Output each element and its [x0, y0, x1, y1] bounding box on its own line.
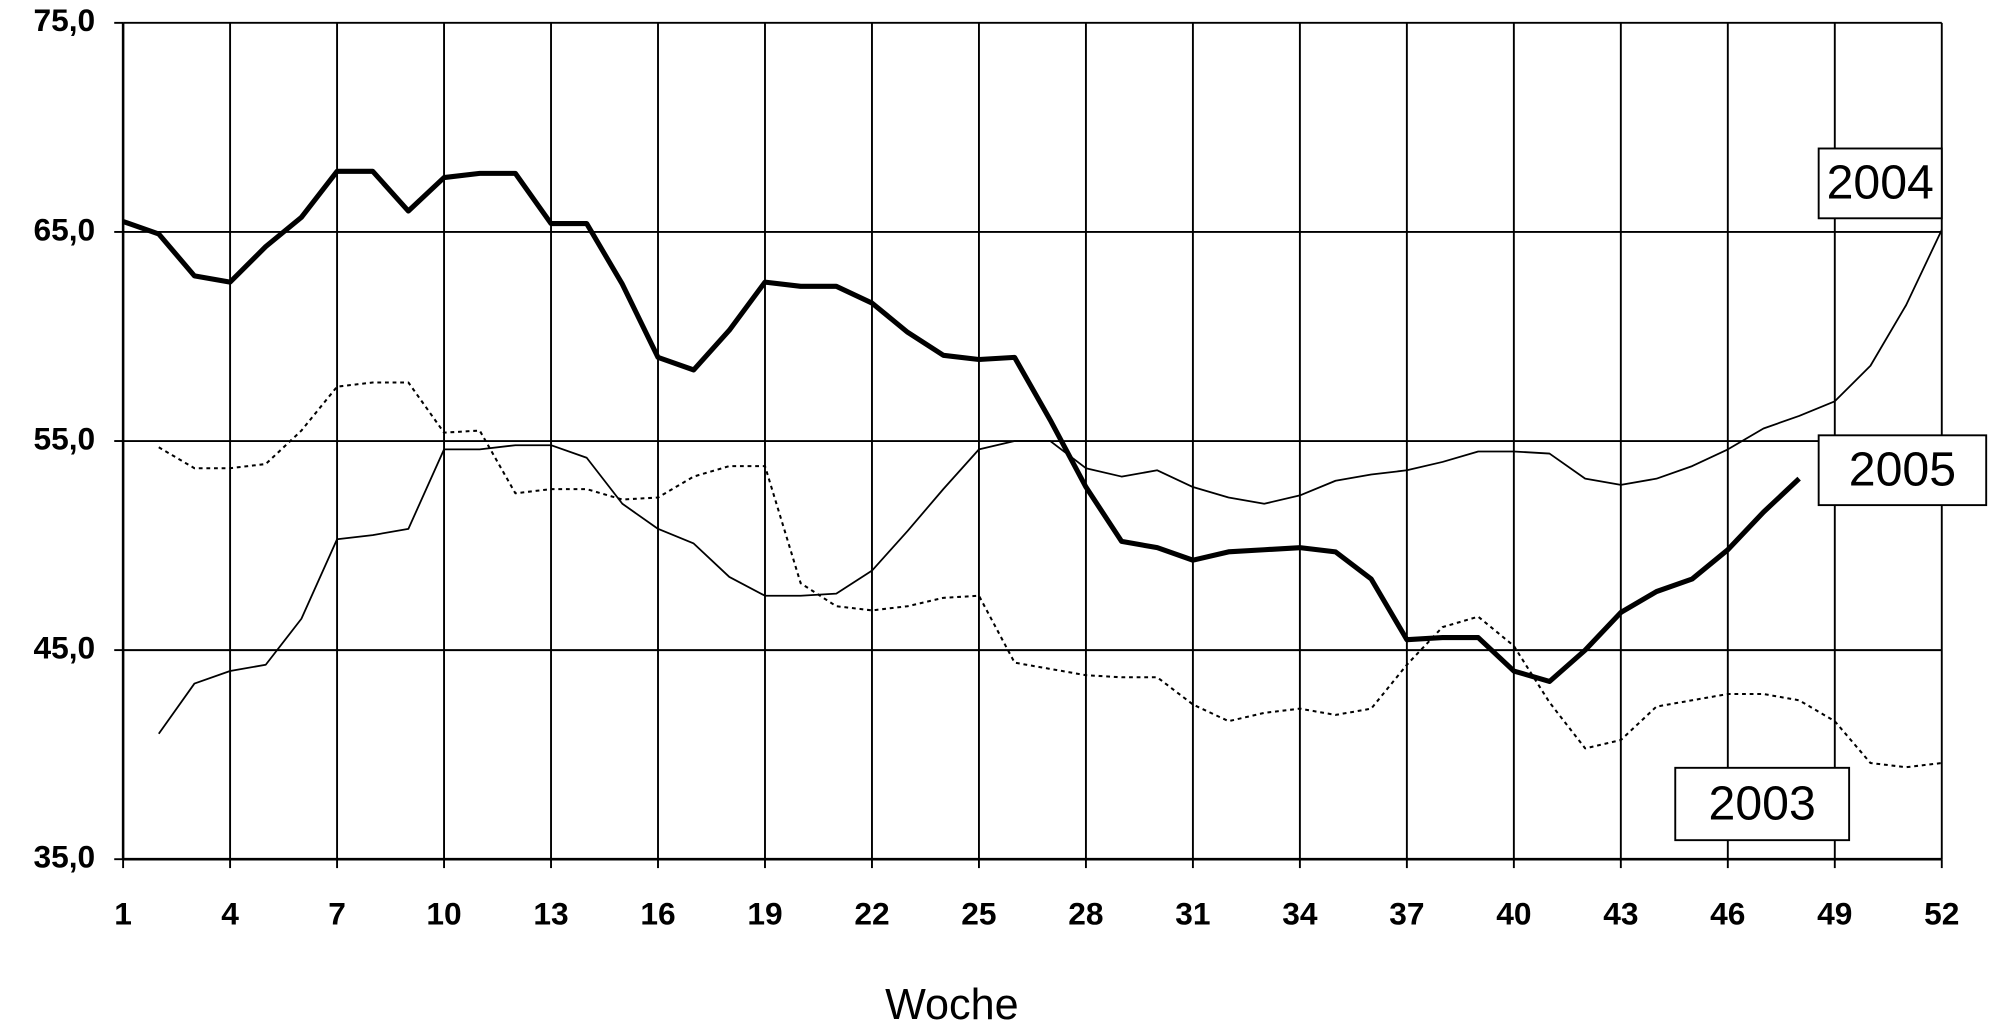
x-tick-label: 37 [1389, 896, 1424, 932]
x-tick-label: 4 [221, 896, 239, 932]
y-tick-label: 55,0 [33, 420, 95, 456]
legend-box [1674, 766, 1851, 842]
series-line [158, 229, 1943, 735]
x-tick-label: 34 [1282, 896, 1318, 932]
legend-box [1817, 147, 1943, 220]
x-tick-label: 10 [426, 896, 461, 932]
x-tick-label: 46 [1710, 896, 1745, 932]
legend-label: 2004 [1827, 156, 1934, 210]
x-tick-label: 7 [328, 896, 346, 932]
series-line [158, 381, 1942, 769]
x-tick-label: 43 [1603, 896, 1638, 932]
x-tick-label: 22 [854, 896, 889, 932]
x-tick-label: 16 [640, 896, 675, 932]
x-tick-label: 52 [1924, 896, 1959, 932]
x-tick-label: 19 [747, 896, 782, 932]
x-tick-label: 31 [1175, 896, 1210, 932]
legend-label: 2003 [1709, 776, 1816, 830]
x-tick-label: 25 [961, 896, 996, 932]
series-line [122, 168, 1801, 685]
x-tick-label: 28 [1068, 896, 1103, 932]
legend-box [1817, 434, 1988, 507]
legend-label: 2005 [1849, 442, 1956, 496]
y-tick-label: 45,0 [33, 629, 95, 665]
x-tick-label: 40 [1496, 896, 1531, 932]
x-tick-label: 49 [1817, 896, 1852, 932]
y-tick-label: 65,0 [33, 211, 95, 247]
x-tick-label: 1 [114, 896, 132, 932]
y-tick-label: 75,0 [33, 2, 95, 38]
x-axis-label: Woche [885, 981, 1019, 1028]
x-tick-label: 13 [533, 896, 568, 932]
y-tick-label: 35,0 [33, 839, 95, 875]
